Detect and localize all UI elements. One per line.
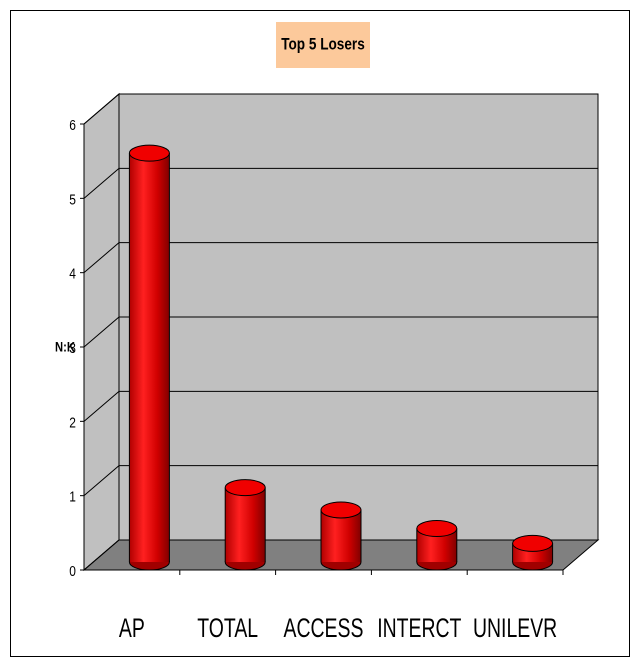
bar [416,520,458,571]
bar [128,144,170,571]
y-tick-label: 0 [69,563,76,580]
x-tick-label: TOTAL [197,613,258,643]
bar-top [128,144,170,162]
y-tick-label: 5 [69,191,76,208]
x-tick-label: AP [119,613,145,643]
y-tick-label: 6 [69,117,76,134]
bar-top [512,534,554,552]
bar-top [320,501,362,519]
bar-body [129,153,170,562]
y-axis-label: N:K [55,340,76,355]
y-tick-label: 1 [69,488,76,505]
x-tick-label: ACCESS [284,613,364,643]
y-tick-label: 4 [69,265,76,282]
grid-line [83,390,598,422]
bar-top [416,520,458,538]
x-tick-label: INTERCT [377,613,461,643]
grid-line [83,167,598,199]
grid-line [83,242,598,274]
bar [512,534,554,571]
bar [224,479,266,571]
x-tick-label: UNILEVR [473,613,557,643]
y-tick-label: 2 [69,414,76,431]
bar-top [224,479,266,497]
grid-line [83,93,598,125]
y-tick-label: 3 [69,340,76,357]
chart-title: Top 5 Losers [281,35,365,54]
grid-line [83,465,598,497]
bar [320,501,362,571]
title-box [276,22,370,68]
grid-line [83,316,598,348]
bar-body [321,509,361,562]
bar-body [225,487,266,562]
